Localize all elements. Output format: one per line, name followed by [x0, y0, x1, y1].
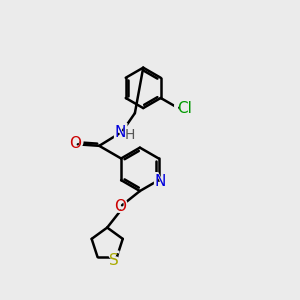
- Text: Cl: Cl: [177, 101, 191, 116]
- Text: O: O: [69, 136, 81, 151]
- Text: S: S: [109, 253, 119, 268]
- Text: Cl: Cl: [173, 98, 195, 118]
- Text: H: H: [122, 125, 138, 144]
- Text: O: O: [111, 197, 128, 217]
- Text: N: N: [154, 174, 166, 189]
- Text: S: S: [106, 250, 121, 270]
- Text: O: O: [67, 134, 84, 154]
- Text: H: H: [125, 128, 135, 142]
- Text: N: N: [114, 125, 126, 140]
- Text: N: N: [152, 172, 169, 192]
- Text: O: O: [114, 199, 126, 214]
- Text: N: N: [111, 123, 129, 143]
